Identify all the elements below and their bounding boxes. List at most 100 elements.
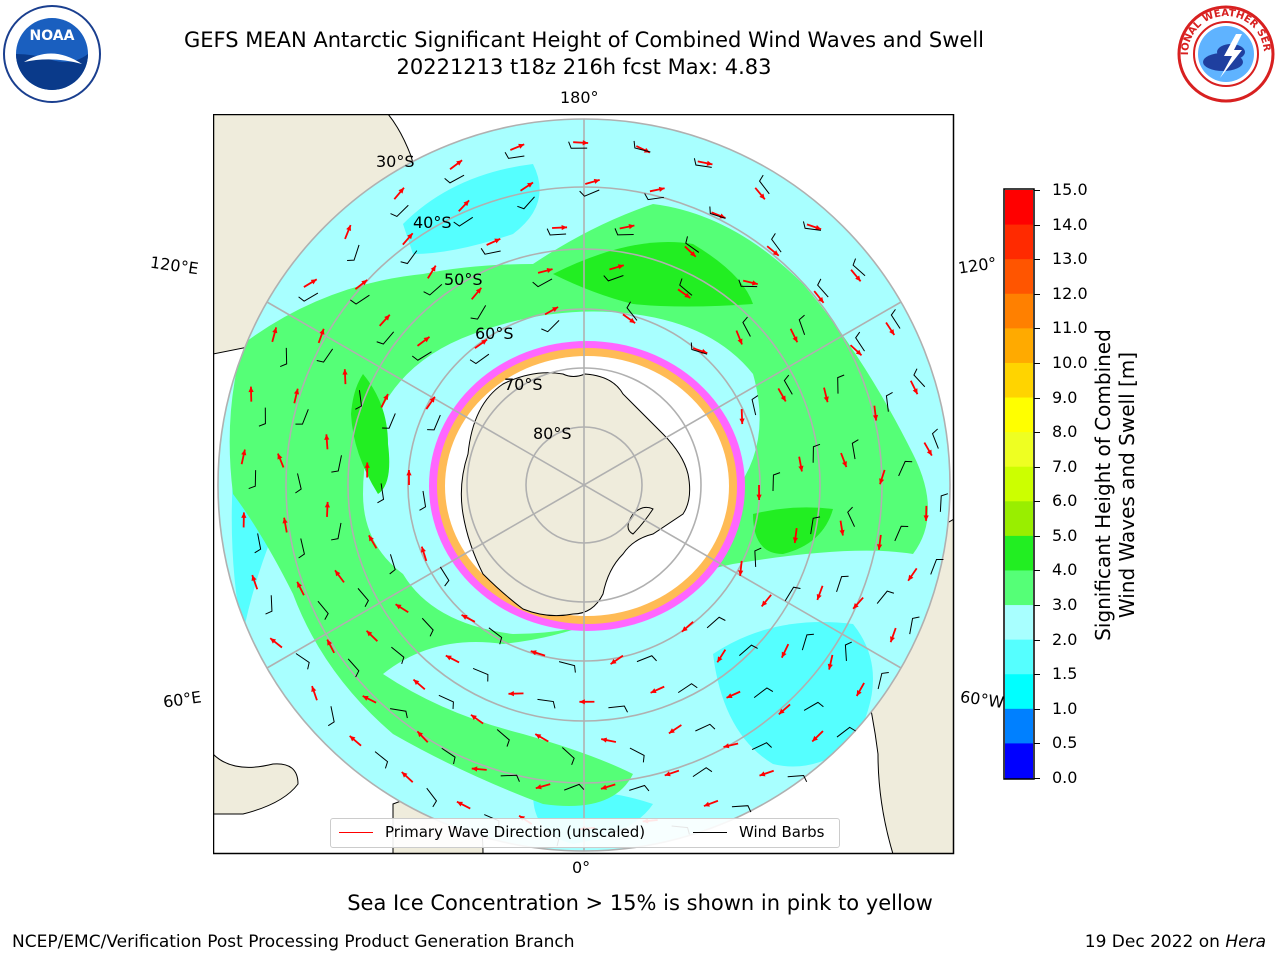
wind-barb xyxy=(855,331,865,352)
colorbar-tick-mark xyxy=(1034,466,1040,468)
map-frame xyxy=(213,114,955,855)
wave-direction-arrowhead xyxy=(481,339,488,345)
wave-direction-arrowhead xyxy=(417,731,423,738)
wind-barb xyxy=(295,653,310,670)
wave-direction-arrowhead xyxy=(681,626,688,632)
wave-direction-arrowhead xyxy=(853,602,859,609)
colorbar-tick-mark xyxy=(1034,259,1040,261)
colorbar-tick-mark xyxy=(1034,570,1040,572)
lat-label-60s: 60°S xyxy=(475,324,514,343)
lon-label-0: 0° xyxy=(572,858,591,877)
wind-barb xyxy=(347,658,360,678)
wave-direction-arrowhead xyxy=(413,679,420,686)
wave-direction-arrowhead xyxy=(335,570,341,577)
wind-barb xyxy=(706,616,726,629)
wave-direction-arrowhead xyxy=(282,517,288,524)
wave-direction-arrowhead xyxy=(535,784,542,790)
wave-direction-arrowhead xyxy=(395,604,402,610)
wave-direction-arrowhead xyxy=(737,338,743,345)
machine-name: Hera xyxy=(1225,932,1266,952)
wind-barb xyxy=(692,767,713,778)
colorbar-cell xyxy=(1005,674,1033,710)
wind-barb xyxy=(837,374,845,394)
wave-direction-arrowhead xyxy=(923,515,929,521)
wind-barb xyxy=(331,455,342,473)
wind-barb xyxy=(265,595,273,615)
wind-barb xyxy=(636,655,657,663)
wind-barb xyxy=(633,140,651,153)
wind-barb xyxy=(423,284,443,296)
wind-barb xyxy=(877,671,889,690)
colorbar-tick-mark xyxy=(1034,605,1040,607)
wave-direction-arrowhead xyxy=(842,461,847,468)
wave-direction-arrowhead xyxy=(527,182,534,188)
chart-title: GEFS MEAN Antarctic Significant Height o… xyxy=(183,28,985,52)
nws-logo: NATIONAL WEATHER SERVICE xyxy=(1176,4,1275,103)
wind-barb xyxy=(852,258,866,277)
wind-barb xyxy=(331,522,342,541)
wave-direction-arrowhead xyxy=(582,140,589,146)
colorbar-tick-mark xyxy=(1034,743,1040,745)
wave-direction-arrowhead xyxy=(706,160,713,166)
wind-barb xyxy=(382,413,396,429)
wave-direction-arrowhead xyxy=(310,279,317,285)
wind-barb xyxy=(561,747,575,766)
wave-direction-arrowhead xyxy=(739,418,745,425)
wave-direction-arrowhead xyxy=(703,801,710,807)
wave-direction-arrowhead xyxy=(872,414,879,421)
wave-direction-arrowhead xyxy=(364,462,370,468)
wave-direction-arrowhead xyxy=(812,735,818,742)
wave-direction-arrowhead xyxy=(926,449,932,456)
lat-label-40s: 40°S xyxy=(413,213,452,232)
wind-barb xyxy=(357,588,369,607)
wind-barb xyxy=(812,443,821,463)
wave-direction-arrowhead xyxy=(248,386,254,393)
colorbar-tick-label: 5.0 xyxy=(1052,525,1078,545)
wind-barb xyxy=(517,196,535,210)
wave-direction-arrowhead xyxy=(366,630,373,637)
wave-direction-arrowhead xyxy=(912,388,918,395)
wind-barb xyxy=(564,783,585,791)
wind-barb xyxy=(758,174,770,195)
colorbar-tick-mark xyxy=(1034,778,1040,779)
wind-barb xyxy=(427,414,441,431)
wave-direction-arrowhead xyxy=(407,233,413,240)
colorbar-cell xyxy=(1005,708,1033,744)
wave-direction-arrowhead xyxy=(839,529,845,536)
wind-barb xyxy=(695,723,716,732)
wind-barb xyxy=(444,174,465,184)
wave-band-4to5 xyxy=(553,242,753,307)
wind-barb xyxy=(421,617,434,637)
colorbar-tick-mark xyxy=(1034,328,1040,330)
wind-barb xyxy=(898,460,913,477)
lat-label-70s: 70°S xyxy=(504,375,543,394)
colorbar-label-line2: Wind Waves and Swell [m] xyxy=(1115,351,1139,619)
wind-barb xyxy=(810,516,821,535)
wind-barb xyxy=(817,278,829,298)
wave-direction-arrowhead xyxy=(470,714,477,721)
wave-direction-arrowhead xyxy=(761,600,768,607)
wind-barb xyxy=(488,627,503,645)
lat-label-30s: 30°S xyxy=(376,152,415,171)
wave-direction-arrows xyxy=(240,140,933,832)
wave-direction-arrowhead xyxy=(430,265,436,272)
colorbar-tick-label: 8.0 xyxy=(1052,422,1078,442)
wave-direction-arrowhead xyxy=(781,651,787,658)
legend-primary-wave-label: Primary Wave Direction (unscaled) xyxy=(385,823,646,841)
wave-direction-arrowhead xyxy=(241,512,247,518)
colorbar-cell xyxy=(1005,224,1033,260)
wind-barb xyxy=(731,805,752,813)
colorbar-tick-label: 4.0 xyxy=(1052,560,1078,580)
colorbar-tick-label: 9.0 xyxy=(1052,387,1078,407)
wave-direction-arrowhead xyxy=(778,708,785,715)
wave-direction-arrowhead xyxy=(324,434,330,440)
wind-barb xyxy=(374,751,389,769)
wind-barb xyxy=(390,708,408,719)
wind-barb xyxy=(391,646,405,665)
wind-barb xyxy=(295,473,302,494)
wind-barb xyxy=(847,506,855,527)
colorbar-tick-label: 0.5 xyxy=(1052,733,1078,753)
wind-barb xyxy=(939,493,949,512)
wind-barb xyxy=(350,294,370,305)
wave-direction-arrowhead xyxy=(406,470,412,476)
